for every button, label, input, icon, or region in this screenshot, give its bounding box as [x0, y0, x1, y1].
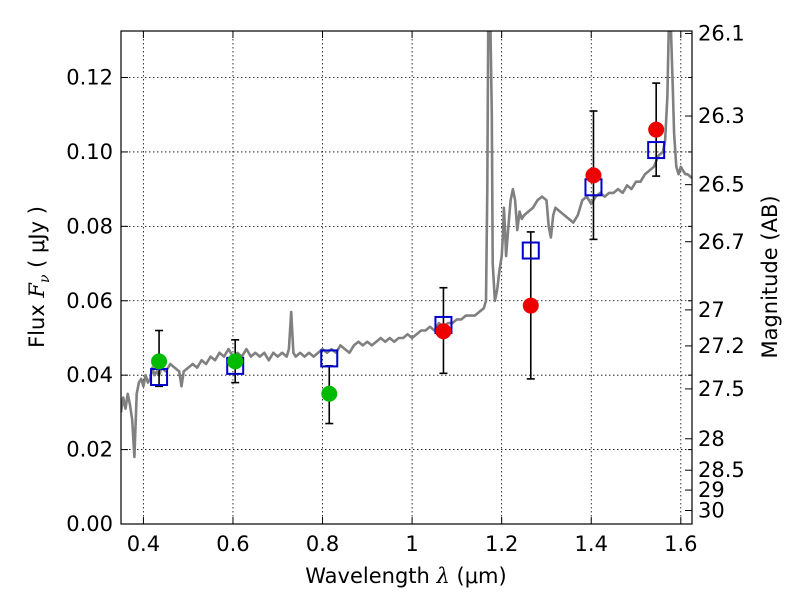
- y-axis-label: Flux Fν ( μJy ): [25, 206, 53, 348]
- x-tick-label: 0.8: [306, 532, 339, 556]
- magnitude-tick-label: 28.5: [698, 458, 745, 482]
- magnitude-tick-label: 27: [698, 298, 725, 322]
- x-axis-label-suffix: (μm): [450, 564, 507, 588]
- x-tick-label: 1.2: [485, 532, 518, 556]
- magnitude-tick-label: 29: [698, 478, 725, 502]
- x-tick-label: 1.6: [664, 532, 697, 556]
- x-tick-label: 0.6: [216, 532, 249, 556]
- y-axis-label-prefix: Flux: [25, 298, 49, 348]
- model-square: [521, 241, 540, 260]
- plot-background: [121, 31, 692, 524]
- magnitude-tick-label: 27.2: [698, 334, 745, 358]
- observed-photometry-points: [151, 121, 665, 402]
- magnitude-tick-label: 27.5: [698, 377, 745, 401]
- magnitude-tick-label: 26.3: [698, 104, 745, 128]
- right-axis-label: Magnitude (AB): [758, 195, 782, 358]
- y-axis-label-suffix: ( μJy ): [25, 206, 49, 274]
- data-point: [585, 167, 602, 184]
- data-point: [227, 353, 244, 370]
- data-point: [321, 385, 338, 402]
- y-tick-label: 0.02: [66, 438, 113, 462]
- axis-labels: Wavelength λ (μm) Flux Fν ( μJy ) Magnit…: [25, 195, 782, 588]
- plot-frame: [120, 30, 693, 525]
- grid-lines: [121, 31, 692, 524]
- x-tick-label: 1: [405, 532, 418, 556]
- magnitude-tick-label: 30: [698, 498, 725, 522]
- y-axis-label-symbol: F: [25, 282, 49, 299]
- magnitude-tick-label: 28: [698, 427, 725, 451]
- y-tick-label: 0.04: [66, 363, 113, 387]
- x-axis-label: Wavelength λ (μm): [305, 564, 506, 588]
- x-tick-label: 0.4: [127, 532, 160, 556]
- data-point: [435, 323, 452, 340]
- y-tick-label: 0.06: [66, 289, 113, 313]
- x-axis-label-symbol: λ: [436, 564, 450, 588]
- y-axis-label-subscript: ν: [37, 274, 53, 283]
- data-point: [522, 297, 539, 314]
- data-point: [648, 121, 665, 138]
- y-tick-label: 0.08: [66, 214, 113, 238]
- model-square: [647, 141, 666, 160]
- x-tick-label: 1.4: [575, 532, 608, 556]
- data-point: [151, 353, 168, 370]
- y-tick-label: 0.10: [66, 140, 113, 164]
- axes: 0.4 0.6 0.8 1 1.2 1.4 1.6 0.00 0.02 0.04 0.06 0.08 0…: [66, 22, 745, 556]
- data-layer: [121, 31, 692, 459]
- magnitude-tick-label: 26.5: [698, 173, 745, 197]
- magnitude-tick-label: 26.7: [698, 230, 745, 254]
- y-tick-label: 0.12: [66, 66, 113, 90]
- magnitude-tick-label: 26.1: [698, 22, 745, 46]
- y-tick-label: 0.00: [66, 512, 113, 536]
- x-axis-label-prefix: Wavelength: [305, 564, 436, 588]
- model-square: [320, 349, 339, 368]
